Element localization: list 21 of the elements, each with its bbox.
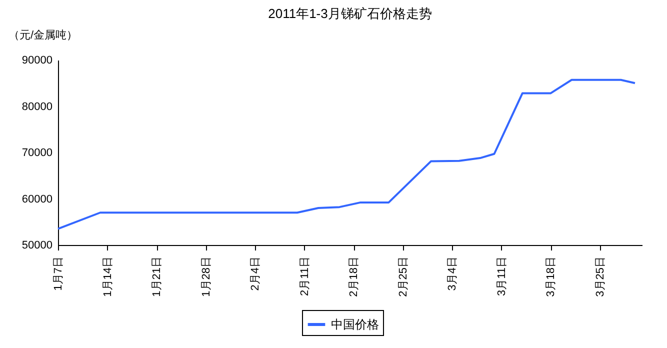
x-tick-label: 2月18日 — [348, 256, 360, 297]
y-tick-label: 80000 — [22, 100, 52, 113]
x-tick-label: 1月21日 — [151, 256, 164, 297]
y-tick-label: 90000 — [22, 54, 52, 66]
x-tick-label: 3月25日 — [594, 256, 606, 297]
x-tick-label: 1月28日 — [200, 256, 212, 297]
x-tick-label: 1月7日 — [52, 256, 64, 291]
legend-label: 中国价格 — [331, 318, 379, 332]
x-tick-label: 2月25日 — [397, 256, 410, 297]
y-axis-title: （元/金属吨） — [8, 28, 78, 42]
y-tick-label: 60000 — [22, 193, 52, 206]
x-tick-label: 2月4日 — [250, 256, 262, 291]
x-tick-label: 1月14日 — [102, 256, 114, 297]
chart-title: 2011年1-3月锑矿石价格走势 — [268, 6, 432, 21]
x-tick-label: 3月11日 — [496, 256, 508, 296]
line-series — [57, 78, 636, 230]
x-tick-label: 3月4日 — [446, 256, 459, 291]
y-tick-label: 70000 — [22, 147, 52, 159]
y-tick-label: 50000 — [22, 240, 52, 252]
x-tick-label: 2月11日 — [298, 256, 311, 296]
x-tick-label: 3月18日 — [545, 256, 558, 297]
